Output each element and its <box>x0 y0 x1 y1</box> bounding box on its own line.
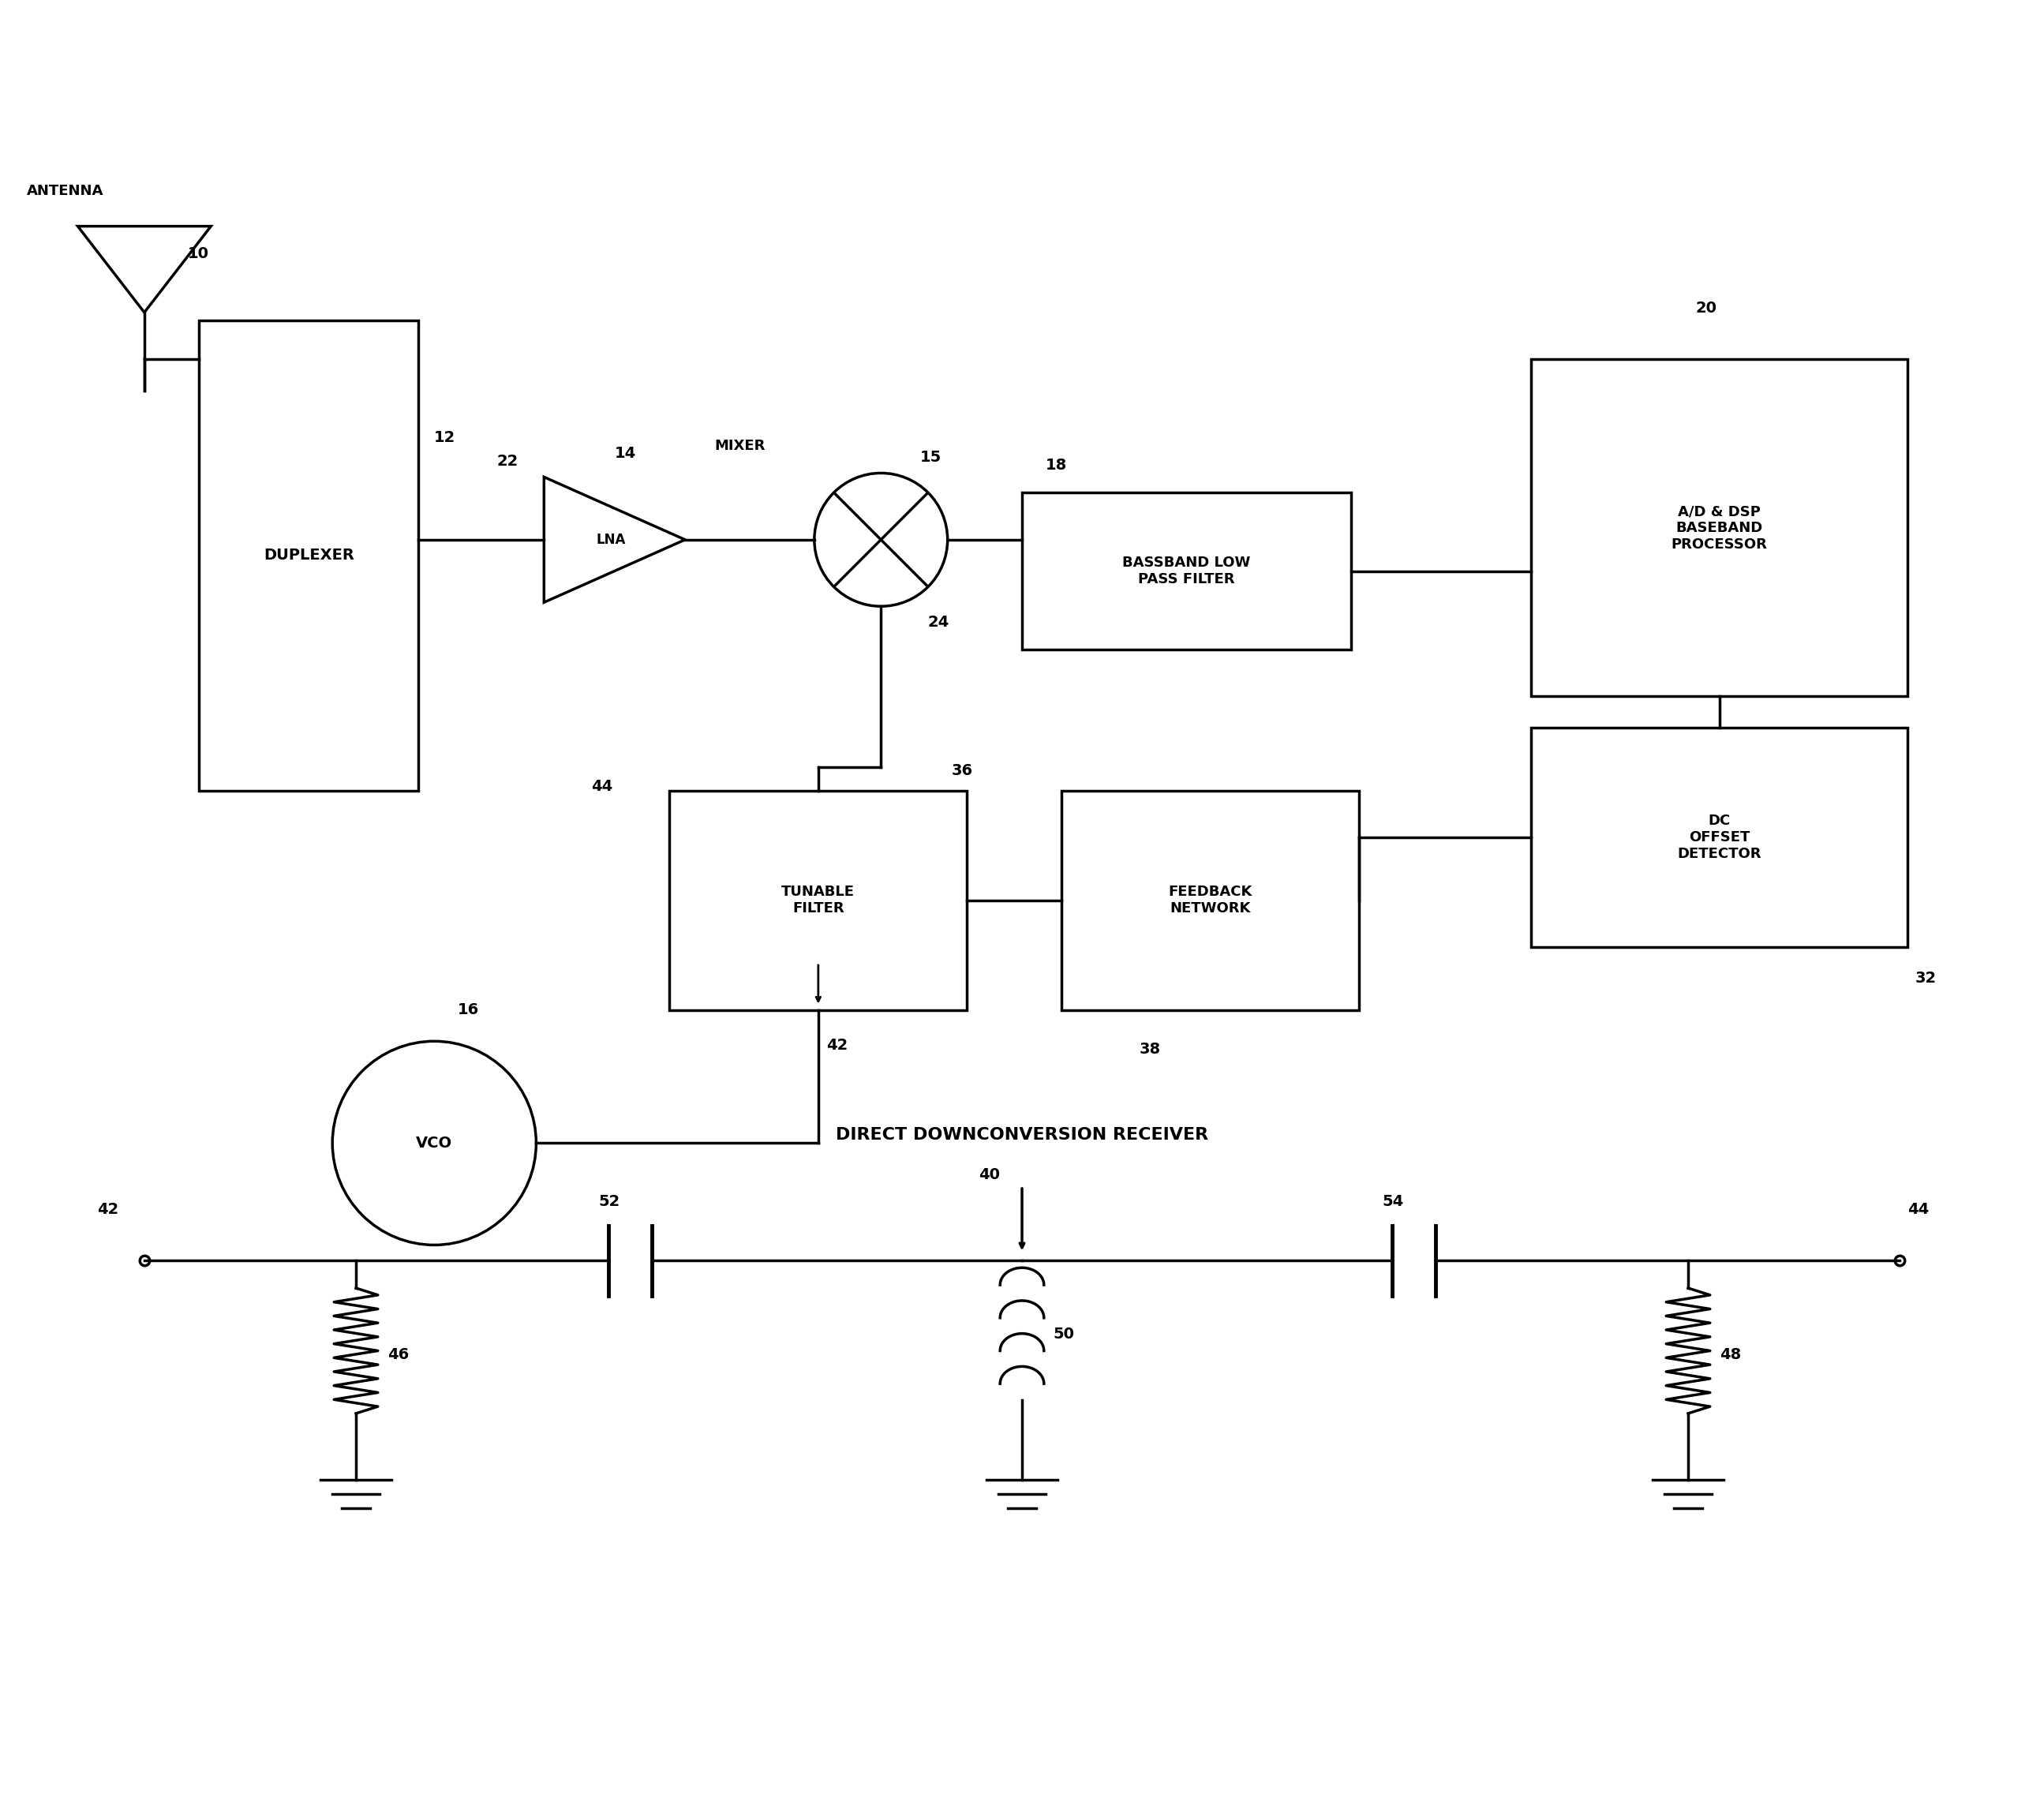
Text: 36: 36 <box>950 763 973 779</box>
Text: BASSBAND LOW
PASS FILTER: BASSBAND LOW PASS FILTER <box>1122 556 1251 587</box>
Bar <box>668 790 967 1010</box>
Text: FEEDBACK
NETWORK: FEEDBACK NETWORK <box>1167 884 1253 915</box>
Text: 42: 42 <box>826 1037 848 1053</box>
Bar <box>1061 790 1359 1010</box>
Text: VCO: VCO <box>417 1135 452 1151</box>
Text: ANTENNA: ANTENNA <box>27 183 104 198</box>
Text: 10: 10 <box>188 247 208 262</box>
Text: A/D & DSP
BASEBAND
PROCESSOR: A/D & DSP BASEBAND PROCESSOR <box>1672 505 1768 552</box>
Text: 14: 14 <box>615 447 636 461</box>
Text: TUNABLE
FILTER: TUNABLE FILTER <box>781 884 854 915</box>
Text: 48: 48 <box>1719 1347 1741 1362</box>
Text: 22: 22 <box>497 454 519 469</box>
Text: 44: 44 <box>591 779 613 794</box>
Text: DUPLEXER: DUPLEXER <box>264 548 354 563</box>
Text: 38: 38 <box>1141 1042 1161 1057</box>
Text: 12: 12 <box>433 430 456 445</box>
Text: 40: 40 <box>979 1168 1000 1182</box>
Text: 50: 50 <box>1053 1327 1075 1342</box>
Text: 52: 52 <box>599 1195 619 1209</box>
Text: 24: 24 <box>928 614 950 630</box>
Text: 32: 32 <box>1915 972 1938 986</box>
Text: DIRECT DOWNCONVERSION RECEIVER: DIRECT DOWNCONVERSION RECEIVER <box>836 1128 1208 1142</box>
Text: 15: 15 <box>920 450 942 465</box>
Text: LNA: LNA <box>597 532 625 547</box>
Text: 18: 18 <box>1047 458 1067 472</box>
Text: 42: 42 <box>98 1202 119 1217</box>
Text: 54: 54 <box>1382 1195 1404 1209</box>
Text: DC
OFFSET
DETECTOR: DC OFFSET DETECTOR <box>1678 814 1762 861</box>
Text: 46: 46 <box>386 1347 409 1362</box>
Text: 20: 20 <box>1697 301 1717 316</box>
Bar <box>198 320 419 790</box>
Text: MIXER: MIXER <box>715 438 764 452</box>
Text: 16: 16 <box>458 1002 478 1017</box>
Bar <box>1531 360 1907 696</box>
Bar <box>1531 728 1907 948</box>
Bar <box>1022 492 1351 650</box>
Text: 44: 44 <box>1907 1202 1930 1217</box>
